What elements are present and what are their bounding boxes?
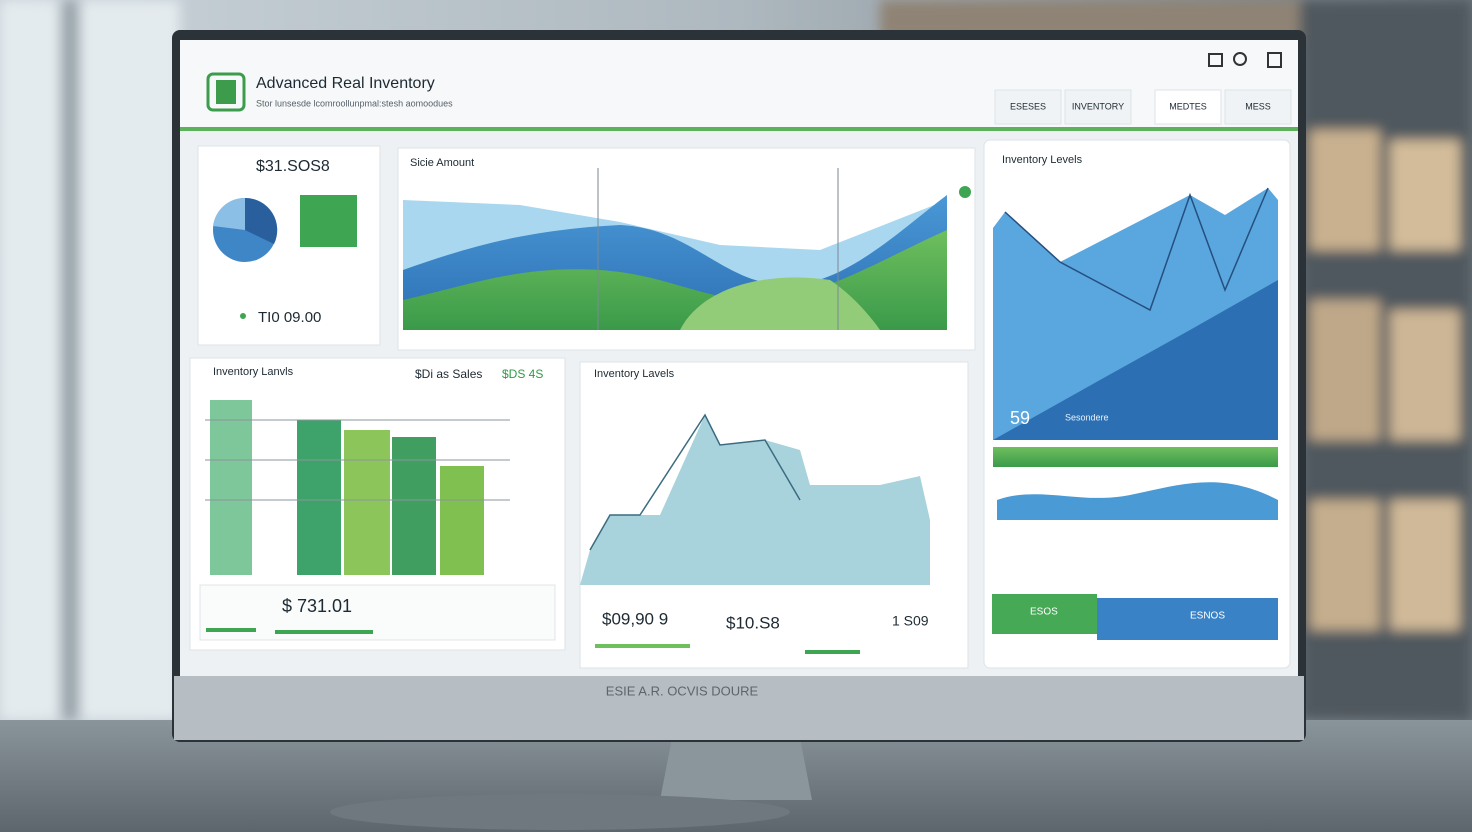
area <box>580 415 930 585</box>
icon-search[interactable] <box>1233 52 1247 66</box>
monitor-base <box>330 794 790 830</box>
stat-text: ESOS <box>1030 607 1058 618</box>
area <box>997 482 1278 520</box>
inventory-stat-label: Sesondere <box>1065 412 1109 422</box>
bar <box>392 437 436 575</box>
progress-bar <box>993 447 1278 467</box>
bar <box>210 400 252 575</box>
levels-sales-value: $DS 4S <box>502 367 543 381</box>
sales-area-chart <box>403 168 971 330</box>
tab[interactable] <box>1064 89 1132 125</box>
trend-title: Inventory Lavels <box>594 368 675 380</box>
tab[interactable] <box>1224 89 1292 125</box>
logo-mark <box>216 80 236 104</box>
pie-slice <box>213 197 245 230</box>
toolbar-icons[interactable] <box>1208 52 1282 68</box>
logo <box>206 72 246 112</box>
pie-slice <box>245 197 278 244</box>
trend-stat: 1 S09 <box>892 613 929 629</box>
bar <box>440 466 484 575</box>
stat-box <box>1097 598 1278 640</box>
legend-box <box>300 195 357 247</box>
trend-stat: $10.S8 <box>726 613 780 632</box>
summary-amount: $31.SOS8 <box>256 158 330 175</box>
tab-label[interactable]: INVENTORY <box>1072 101 1124 111</box>
underline <box>595 644 690 648</box>
levels-sales-label: $Di as Sales <box>415 367 482 381</box>
tab-label[interactable]: ESESES <box>1010 101 1046 111</box>
underline <box>805 650 860 654</box>
inventory-stat: 59 <box>1010 408 1030 428</box>
app-title: Advanced Real Inventory <box>256 75 435 92</box>
stat-text: ESNOS <box>1190 611 1225 622</box>
tab-label[interactable]: MESS <box>1245 101 1271 111</box>
levels-title: Inventory Lanvls <box>213 366 294 378</box>
summary-total: TI0 09.00 <box>258 309 321 326</box>
tab-bar: ESESES INVENTORY MEDTES MESS <box>994 89 1292 125</box>
area <box>680 277 880 330</box>
bullet <box>240 313 246 319</box>
app-subtitle: Stor lunsesde lcomroollunpmal:stesh aomo… <box>256 98 453 108</box>
bar <box>344 430 390 575</box>
inventory-title: Inventory Levels <box>1002 154 1083 166</box>
trend-stat: $09,90 9 <box>602 609 668 628</box>
monitor-chin <box>174 676 1304 740</box>
shelves <box>0 0 1472 720</box>
levels-amount: $ 731.01 <box>282 596 352 616</box>
tab[interactable] <box>1154 89 1222 125</box>
header-rule <box>180 127 1298 131</box>
sales-title: Sicie Amount <box>410 157 474 169</box>
bar-chart <box>205 400 510 575</box>
monitor-stand <box>660 738 812 800</box>
icon-home[interactable] <box>1208 53 1223 67</box>
underline <box>275 630 373 634</box>
tab-label[interactable]: MEDTES <box>1169 101 1207 111</box>
underline <box>206 628 256 632</box>
line <box>1004 187 1269 312</box>
icon-account[interactable] <box>1267 52 1282 68</box>
area <box>993 280 1278 440</box>
line <box>589 413 801 551</box>
stat-box <box>992 594 1097 634</box>
levels-footer <box>199 584 556 641</box>
tab[interactable] <box>994 89 1062 125</box>
status-dot <box>959 186 971 198</box>
bar <box>297 420 341 575</box>
stand-label: ESIE A.R. OCVIS DOURE <box>606 683 759 698</box>
